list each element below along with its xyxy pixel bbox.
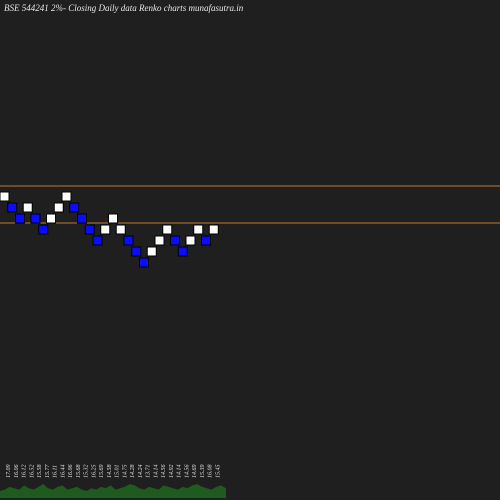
x-tick-label: 16.25 <box>91 465 97 479</box>
renko-brick <box>77 213 87 224</box>
renko-brick <box>100 224 111 235</box>
x-tick-label: 14.24 <box>137 465 144 479</box>
volume-area <box>0 484 226 498</box>
renko-brick <box>69 202 80 213</box>
renko-brick <box>208 224 219 235</box>
renko-brick <box>123 235 134 246</box>
x-tick-label: 14.56 <box>183 465 190 479</box>
x-tick-label: 14.92 <box>168 465 175 479</box>
x-tick-label: 15.77 <box>45 464 51 479</box>
renko-brick <box>139 257 149 268</box>
x-tick-label: 15.69 <box>99 465 105 479</box>
renko-brick <box>61 191 72 202</box>
x-tick-label: 17.09 <box>6 465 12 479</box>
renko-brick <box>162 224 173 235</box>
x-tick-label: 14.69 <box>191 465 198 479</box>
x-tick-label: 15.58 <box>37 465 43 479</box>
renko-brick <box>38 224 49 235</box>
x-tick-label: 15.68 <box>76 465 82 479</box>
renko-brick <box>84 224 95 235</box>
renko-brick <box>7 202 18 213</box>
renko-brick <box>22 202 33 213</box>
x-tick-label: 14.14 <box>152 465 159 479</box>
x-tick-label: 14.56 <box>160 465 167 479</box>
x-tick-label: 14.14 <box>176 465 183 479</box>
renko-brick <box>0 191 10 202</box>
renko-brick <box>115 224 126 235</box>
renko-brick <box>154 235 165 246</box>
x-tick-label: 14.58 <box>106 465 113 479</box>
x-tick-label: 15.32 <box>84 465 90 479</box>
renko-brick <box>30 213 41 224</box>
x-tick-label: 14.28 <box>129 465 136 479</box>
renko-brick <box>177 246 188 257</box>
x-tick-label: 14.75 <box>121 465 128 479</box>
renko-brick <box>170 235 180 246</box>
renko-brick <box>185 235 196 246</box>
renko-brick <box>53 202 64 213</box>
renko-brick <box>92 235 103 246</box>
renko-brick <box>108 213 118 224</box>
renko-brick <box>146 246 157 257</box>
x-tick-label: 16.06 <box>14 465 20 479</box>
renko-brick <box>193 224 204 235</box>
renko-brick <box>201 235 211 246</box>
x-tick-label: 15.45 <box>214 465 221 479</box>
x-tick-label: 13.71 <box>146 465 152 479</box>
x-tick-label: 16.11 <box>53 465 59 478</box>
renko-brick <box>15 213 25 224</box>
renko-brick <box>46 213 56 224</box>
x-tick-label: 15.39 <box>200 465 206 479</box>
x-tick-label: 15.01 <box>115 465 121 479</box>
x-tick-label: 16.12 <box>22 465 28 479</box>
x-tick-label: 16.52 <box>29 465 35 479</box>
x-tick-label: 16.06 <box>68 465 74 479</box>
x-tick-label: 16.08 <box>208 465 214 479</box>
x-tick-label: 16.44 <box>59 465 66 479</box>
renko-brick <box>131 246 142 257</box>
chart-title: BSE 544241 2%- Closing Daily data Renko … <box>4 3 244 13</box>
